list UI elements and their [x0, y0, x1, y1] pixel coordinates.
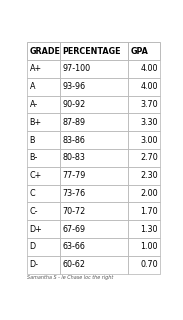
Bar: [128, 113, 160, 131]
Bar: [60, 113, 128, 131]
Text: 97-100: 97-100: [62, 64, 90, 73]
Bar: [60, 131, 128, 149]
Bar: [27, 78, 60, 96]
Bar: [27, 131, 60, 149]
Bar: [128, 185, 160, 203]
Text: D: D: [30, 243, 36, 252]
Bar: [60, 185, 128, 203]
Text: D-: D-: [30, 260, 39, 269]
Bar: [27, 238, 60, 256]
Text: 1.70: 1.70: [140, 207, 158, 216]
Bar: [128, 167, 160, 185]
Bar: [128, 149, 160, 167]
Bar: [128, 60, 160, 78]
Bar: [27, 220, 60, 238]
Bar: [60, 203, 128, 220]
Bar: [128, 220, 160, 238]
Text: D+: D+: [30, 225, 42, 234]
Bar: [60, 167, 128, 185]
Bar: [128, 42, 160, 60]
Bar: [60, 96, 128, 113]
Text: 4.00: 4.00: [140, 64, 158, 73]
Bar: [27, 203, 60, 220]
Text: 2.70: 2.70: [140, 153, 158, 163]
Text: 3.30: 3.30: [140, 118, 158, 127]
Text: GPA: GPA: [130, 46, 148, 55]
Text: 60-62: 60-62: [62, 260, 85, 269]
Bar: [60, 42, 128, 60]
Bar: [60, 256, 128, 274]
Bar: [60, 78, 128, 96]
Bar: [60, 238, 128, 256]
Text: C-: C-: [30, 207, 38, 216]
Text: B: B: [30, 136, 35, 145]
Text: 2.30: 2.30: [140, 171, 158, 180]
Text: 4.00: 4.00: [140, 82, 158, 91]
Text: 93-96: 93-96: [62, 82, 85, 91]
Text: 1.30: 1.30: [140, 225, 158, 234]
Text: B+: B+: [30, 118, 42, 127]
Text: 2.00: 2.00: [140, 189, 158, 198]
Text: 3.70: 3.70: [140, 100, 158, 109]
Text: 83-86: 83-86: [62, 136, 85, 145]
Bar: [27, 185, 60, 203]
Bar: [128, 238, 160, 256]
Text: A+: A+: [30, 64, 42, 73]
Bar: [128, 131, 160, 149]
Text: C: C: [30, 189, 35, 198]
Bar: [27, 96, 60, 113]
Text: C+: C+: [30, 171, 42, 180]
Text: 77-79: 77-79: [62, 171, 86, 180]
Text: 80-83: 80-83: [62, 153, 85, 163]
Text: 1.00: 1.00: [140, 243, 158, 252]
Text: 3.00: 3.00: [140, 136, 158, 145]
Bar: [27, 167, 60, 185]
Bar: [27, 42, 60, 60]
Bar: [60, 220, 128, 238]
Bar: [27, 256, 60, 274]
Bar: [128, 256, 160, 274]
Bar: [128, 203, 160, 220]
Text: GRADE: GRADE: [30, 46, 61, 55]
Text: 63-66: 63-66: [62, 243, 85, 252]
Bar: [60, 60, 128, 78]
Text: 67-69: 67-69: [62, 225, 85, 234]
Text: PERCENTAGE: PERCENTAGE: [62, 46, 121, 55]
Text: A: A: [30, 82, 35, 91]
Text: B-: B-: [30, 153, 38, 163]
Bar: [27, 149, 60, 167]
Bar: [27, 113, 60, 131]
Text: Samantha S - le Chase loc the right: Samantha S - le Chase loc the right: [27, 275, 113, 280]
Text: 70-72: 70-72: [62, 207, 86, 216]
Bar: [128, 96, 160, 113]
Bar: [128, 78, 160, 96]
Text: A-: A-: [30, 100, 38, 109]
Text: 73-76: 73-76: [62, 189, 85, 198]
Bar: [27, 60, 60, 78]
Text: 90-92: 90-92: [62, 100, 86, 109]
Text: 87-89: 87-89: [62, 118, 85, 127]
Bar: [60, 149, 128, 167]
Text: 0.70: 0.70: [140, 260, 158, 269]
